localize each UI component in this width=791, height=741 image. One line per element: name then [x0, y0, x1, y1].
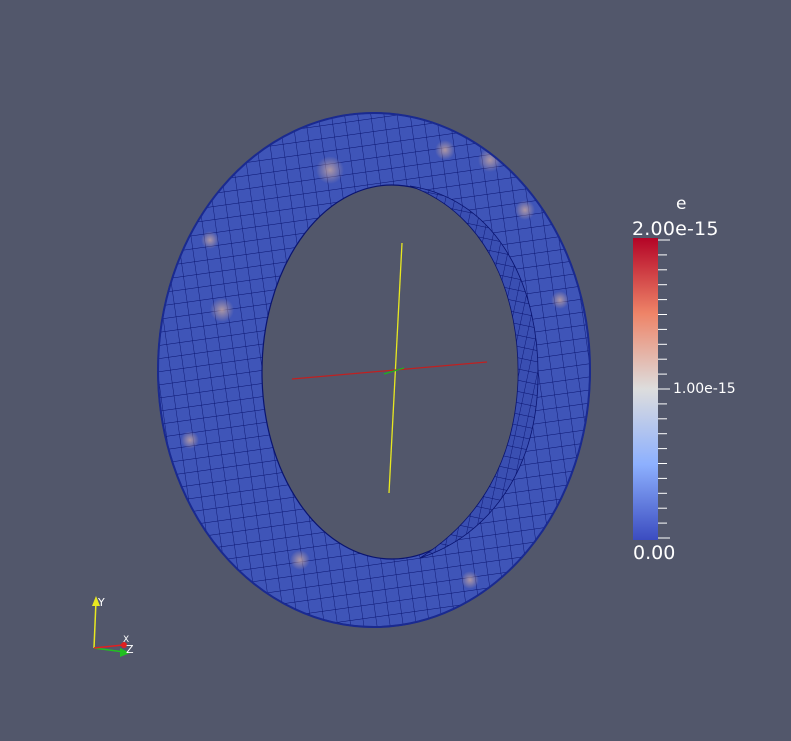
center-axes	[291, 242, 488, 494]
ring-mesh[interactable]	[157, 112, 591, 628]
scalar-bar-title: e	[676, 194, 687, 214]
scalar-speckles	[181, 140, 569, 589]
scalar-bar-mid-label: 1.00e-15	[673, 381, 736, 397]
scalar-bar-min-label: 0.00	[633, 542, 676, 564]
orientation-z-label: Z	[126, 643, 134, 656]
orientation-x-label: X	[123, 635, 130, 645]
scalar-bar	[633, 238, 670, 540]
orientation-y-label: Y	[98, 596, 105, 609]
orientation-axes	[92, 596, 130, 657]
scalar-bar-max-label: 2.00e-15	[632, 218, 719, 240]
scalar-bar-ticks	[658, 239, 670, 539]
scalar-bar-gradient	[633, 238, 658, 540]
